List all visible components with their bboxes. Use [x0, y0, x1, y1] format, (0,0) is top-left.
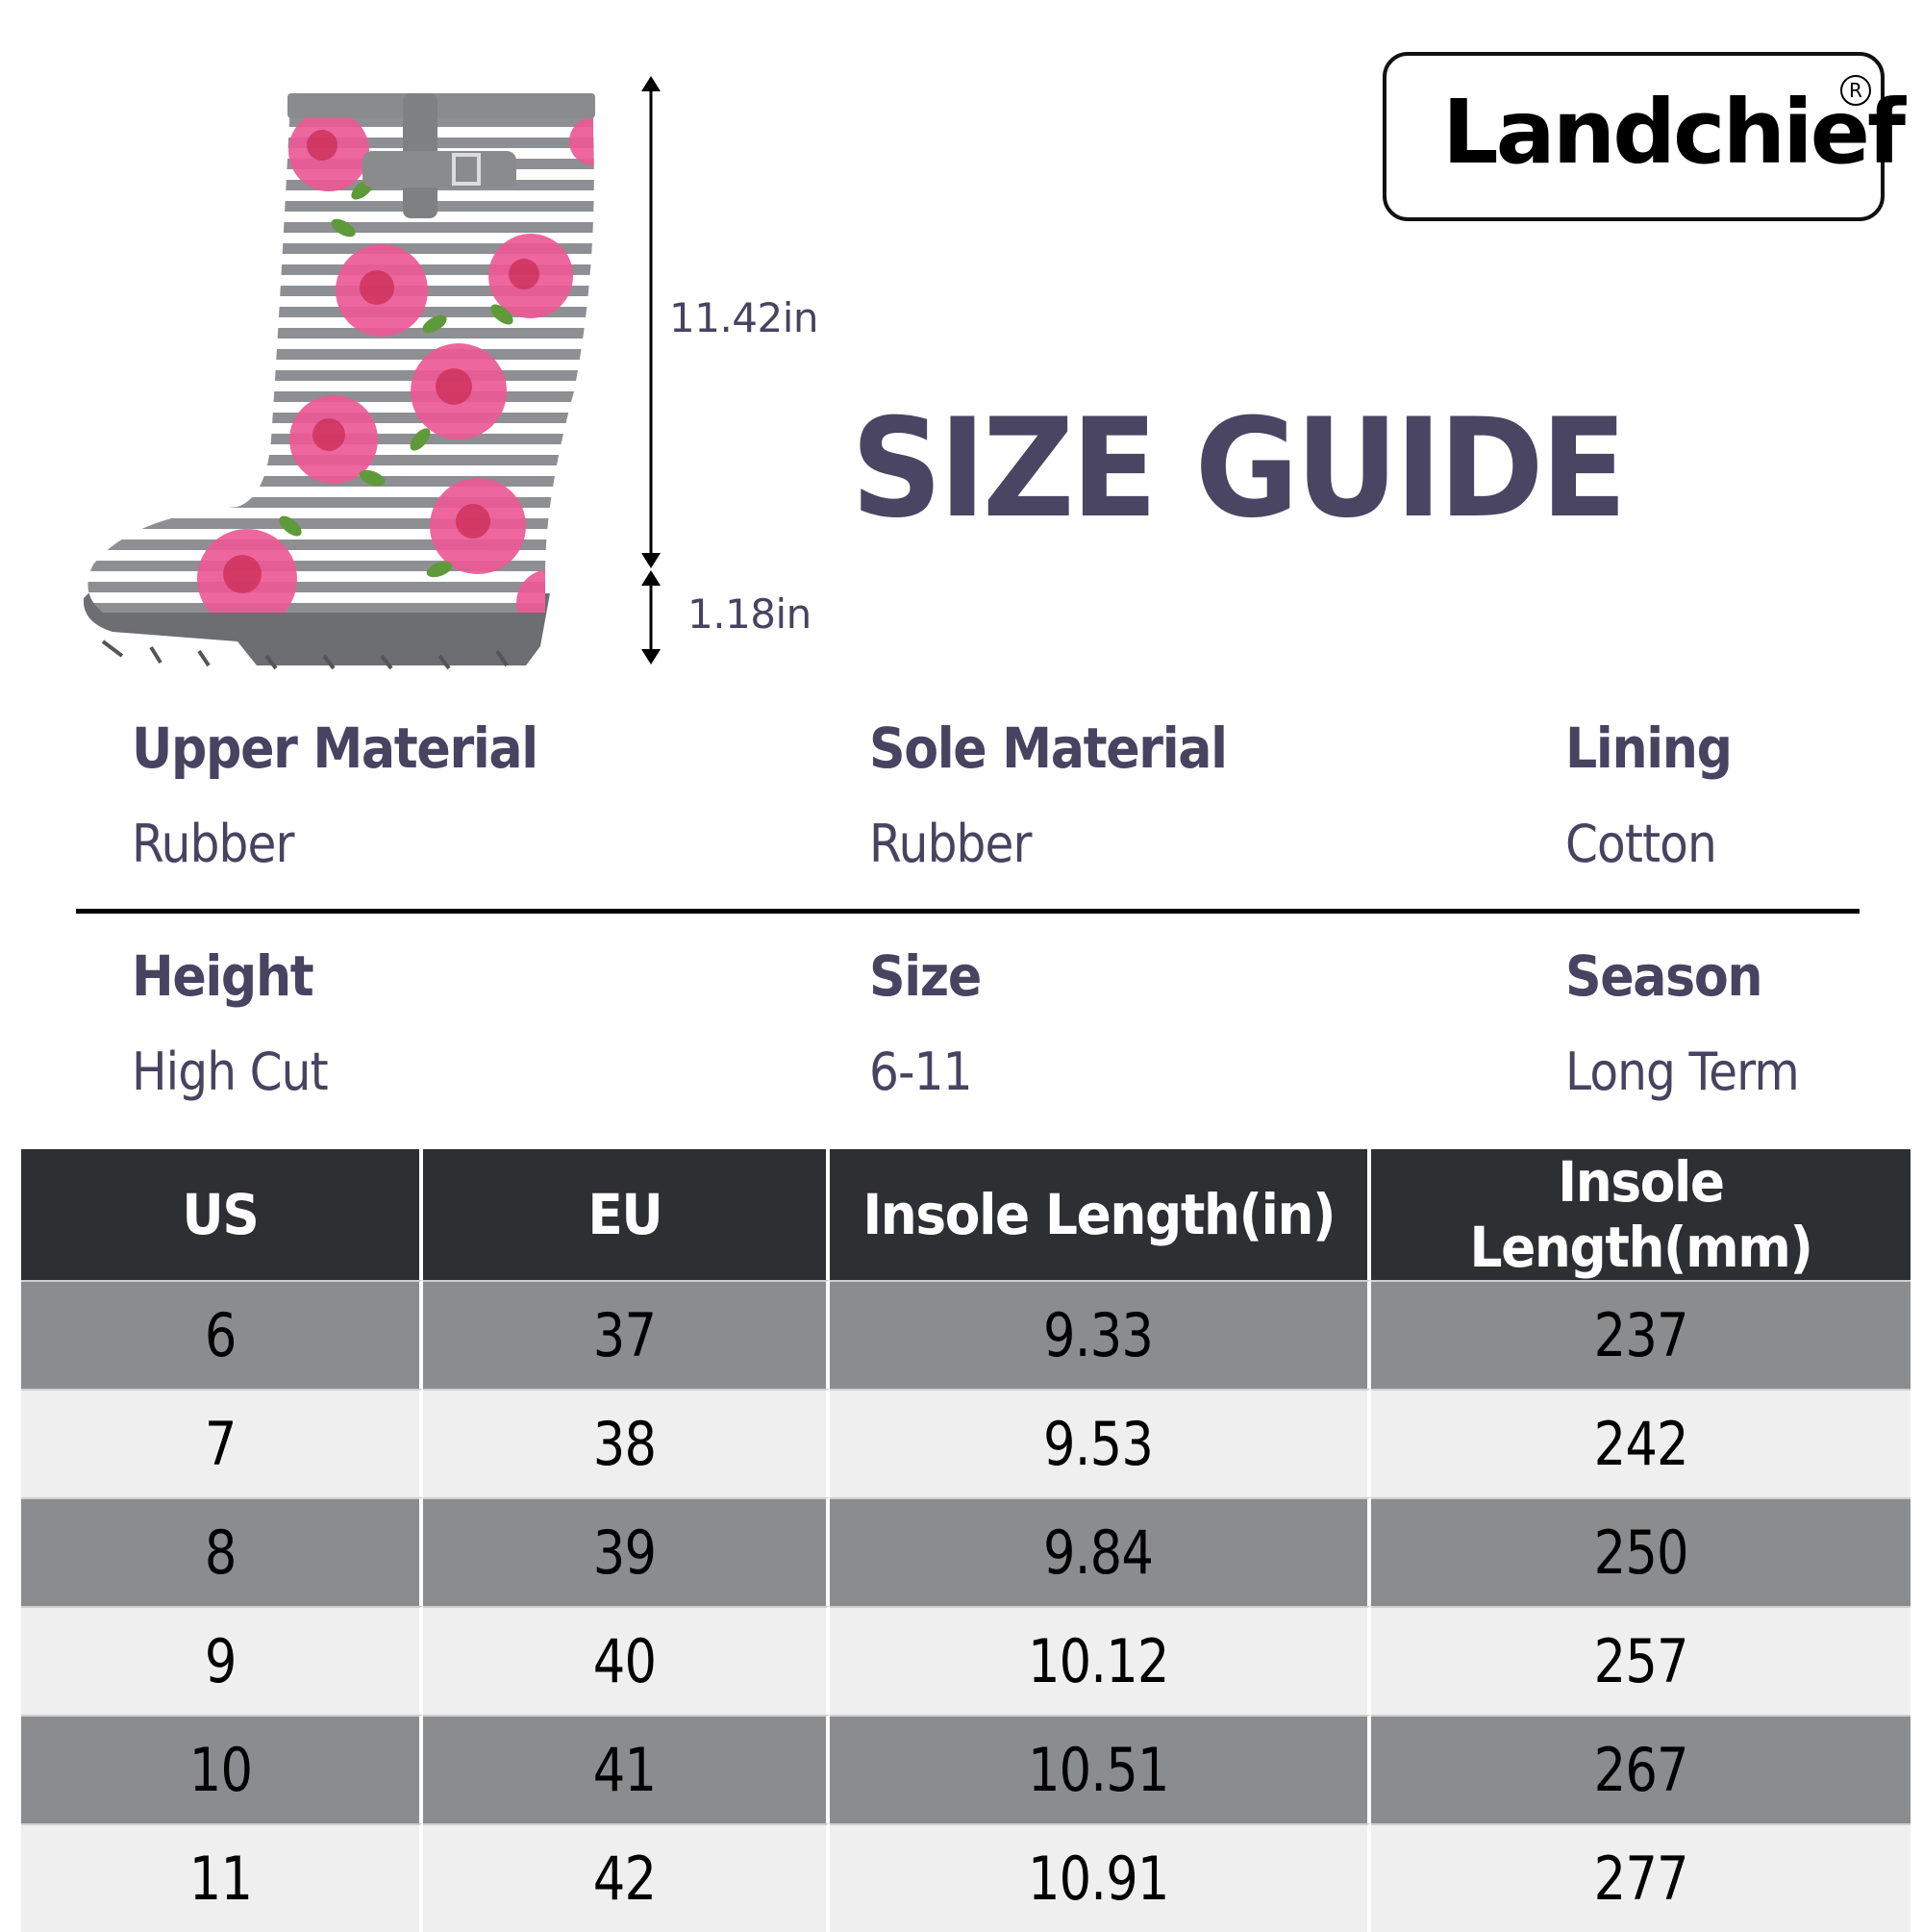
column-header-eu: EU — [423, 1149, 830, 1280]
brand-logo: Landchief R — [1383, 52, 1906, 221]
column-header-insole-in: Insole Length(in) — [830, 1149, 1371, 1280]
height-dimension-arrow — [641, 76, 661, 665]
page-title: SIZE GUIDE — [851, 389, 1627, 548]
table-header-row: US EU Insole Length(in) Insole Length(mm… — [21, 1149, 1911, 1280]
cell-eu: 42 — [423, 1823, 830, 1932]
heel-height-label: 1.18in — [687, 590, 812, 638]
cell-insole-in: 9.53 — [830, 1389, 1371, 1497]
spec-label-lining: Lining — [1565, 715, 1733, 781]
shaft-height-label: 11.42in — [669, 294, 819, 341]
cell-insole-mm: 242 — [1371, 1389, 1911, 1497]
registered-trademark-icon: R — [1840, 75, 1871, 106]
spec-value-size: 6-11 — [869, 1041, 973, 1102]
table-row: 9 40 10.12 257 — [21, 1606, 1911, 1715]
cell-insole-mm: 277 — [1371, 1823, 1911, 1932]
size-chart-table: US EU Insole Length(in) Insole Length(mm… — [21, 1149, 1911, 1932]
spec-value-height: High Cut — [132, 1041, 329, 1102]
cell-eu: 37 — [423, 1280, 830, 1389]
table-row: 10 41 10.51 267 — [21, 1715, 1911, 1823]
cell-us: 11 — [21, 1823, 423, 1932]
cell-insole-in: 10.51 — [830, 1715, 1371, 1823]
spec-value-season: Long Term — [1565, 1041, 1800, 1102]
spec-label-height: Height — [132, 943, 314, 1009]
cell-insole-mm: 257 — [1371, 1606, 1911, 1715]
cell-eu: 38 — [423, 1389, 830, 1497]
cell-us: 6 — [21, 1280, 423, 1389]
brand-name: Landchief — [1442, 81, 1906, 184]
spec-value-lining: Cotton — [1565, 814, 1717, 874]
cell-insole-mm: 250 — [1371, 1497, 1911, 1606]
cell-us: 10 — [21, 1715, 423, 1823]
cell-insole-mm: 267 — [1371, 1715, 1911, 1823]
spec-value-upper-material: Rubber — [132, 814, 294, 874]
cell-eu: 39 — [423, 1497, 830, 1606]
spec-label-size: Size — [869, 943, 982, 1009]
cell-insole-in: 10.12 — [830, 1606, 1371, 1715]
rain-boot-image — [83, 93, 595, 670]
cell-us: 8 — [21, 1497, 423, 1606]
cell-us: 7 — [21, 1389, 423, 1497]
table-row: 6 37 9.33 237 — [21, 1280, 1911, 1389]
cell-insole-mm: 237 — [1371, 1280, 1911, 1389]
cell-insole-in: 10.91 — [830, 1823, 1371, 1932]
spec-value-sole-material: Rubber — [869, 814, 1032, 874]
cell-eu: 40 — [423, 1606, 830, 1715]
spec-label-season: Season — [1565, 943, 1763, 1009]
spec-divider — [76, 909, 1860, 914]
column-header-insole-mm: Insole Length(mm) — [1371, 1149, 1911, 1280]
table-row: 8 39 9.84 250 — [21, 1497, 1911, 1606]
cell-insole-in: 9.33 — [830, 1280, 1371, 1389]
cell-eu: 41 — [423, 1715, 830, 1823]
spec-label-sole-material: Sole Material — [869, 715, 1228, 781]
table-row: 11 42 10.91 277 — [21, 1823, 1911, 1932]
cell-us: 9 — [21, 1606, 423, 1715]
column-header-us: US — [21, 1149, 423, 1280]
cell-insole-in: 9.84 — [830, 1497, 1371, 1606]
table-row: 7 38 9.53 242 — [21, 1389, 1911, 1497]
spec-label-upper-material: Upper Material — [132, 715, 538, 781]
